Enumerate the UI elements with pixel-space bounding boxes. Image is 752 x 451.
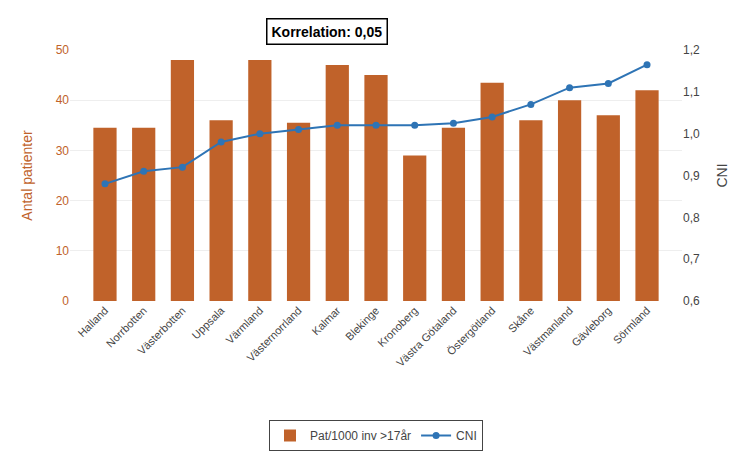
svg-text:50: 50	[56, 43, 70, 57]
svg-text:40: 40	[56, 93, 70, 107]
svg-text:20: 20	[56, 194, 70, 208]
svg-text:0,7: 0,7	[683, 252, 700, 266]
svg-text:Kalmar: Kalmar	[309, 304, 342, 337]
svg-text:Uppsala: Uppsala	[189, 304, 227, 342]
svg-text:Västernorrland: Västernorrland	[244, 304, 304, 364]
svg-text:Blekinge: Blekinge	[343, 304, 381, 342]
svg-text:Västmanland: Västmanland	[521, 304, 575, 358]
svg-text:0: 0	[62, 294, 69, 308]
svg-text:10: 10	[56, 244, 70, 258]
svg-text:Kronoberg: Kronoberg	[375, 304, 420, 349]
svg-text:1,2: 1,2	[683, 43, 700, 57]
svg-text:30: 30	[56, 144, 70, 158]
svg-text:Gävleborg: Gävleborg	[569, 304, 613, 348]
svg-text:1,0: 1,0	[683, 127, 700, 141]
svg-text:Halland: Halland	[75, 304, 110, 339]
svg-text:Västra Götaland: Västra Götaland	[394, 304, 459, 369]
svg-text:Värmland: Värmland	[223, 304, 265, 346]
svg-text:0,9: 0,9	[683, 169, 700, 183]
svg-text:Korrelation: 0,05: Korrelation: 0,05	[272, 24, 383, 40]
svg-text:0,8: 0,8	[683, 211, 700, 225]
svg-text:1,1: 1,1	[683, 85, 700, 99]
svg-text:Östergötland: Östergötland	[444, 304, 497, 357]
svg-text:CNI: CNI	[456, 429, 477, 443]
svg-text:Norrbotten: Norrbotten	[104, 304, 149, 349]
svg-text:Sörmland: Sörmland	[611, 304, 653, 346]
svg-text:Västerbotten: Västerbotten	[135, 304, 188, 357]
svg-text:Skåne: Skåne	[506, 304, 537, 335]
svg-text:0,6: 0,6	[683, 294, 700, 308]
svg-text:Pat/1000 inv >17år: Pat/1000 inv >17år	[310, 429, 411, 443]
svg-text:CNI: CNI	[714, 163, 730, 187]
svg-text:Antal patienter: Antal patienter	[19, 130, 35, 221]
